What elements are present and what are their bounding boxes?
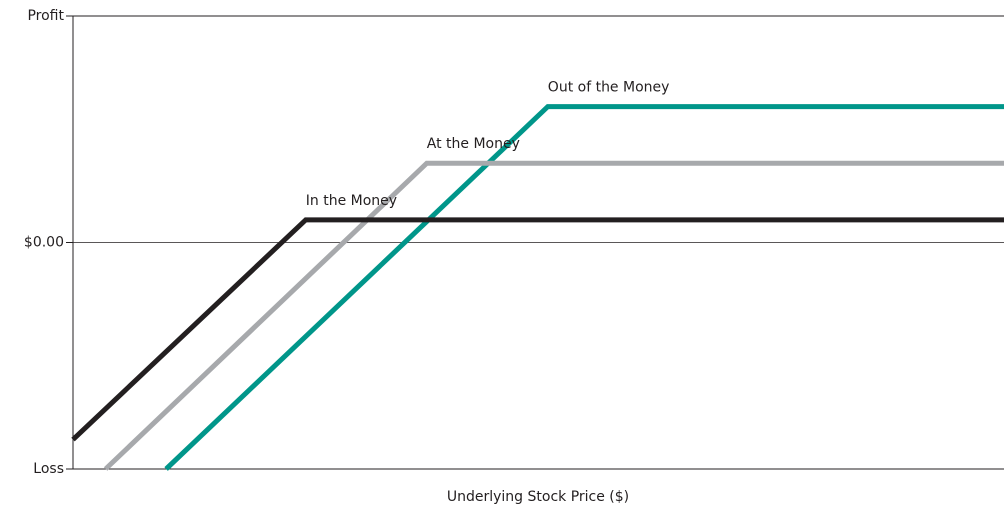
series-label: In the Money: [306, 193, 397, 209]
series-label: At the Money: [427, 136, 520, 152]
series-line: [103, 160, 1004, 471]
series-label: Out of the Money: [548, 80, 670, 96]
series-line: [164, 104, 1004, 471]
series-line: [71, 217, 1004, 442]
x-axis-label: Underlying Stock Price ($): [447, 489, 629, 505]
y-tick-label: $0.00: [24, 235, 64, 251]
y-tick-label: Loss: [33, 461, 64, 477]
y-tick-label: Profit: [27, 8, 64, 24]
